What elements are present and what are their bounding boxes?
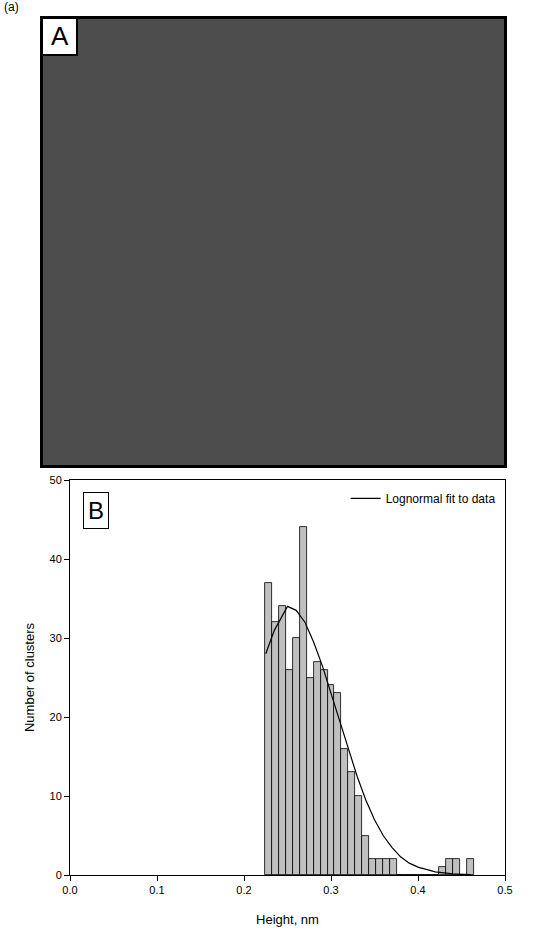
html-text:(a): (a) — [4, 0, 19, 14]
svg-text:0.1: 0.1 — [149, 884, 164, 896]
svg-text:Number of clusters: Number of clusters — [22, 622, 37, 732]
svg-text:0.0: 0.0 — [62, 884, 77, 896]
html-text:A: A — [51, 21, 69, 51]
svg-text:30: 30 — [50, 632, 62, 644]
svg-text:20: 20 — [50, 711, 62, 723]
svg-text:Height, nm: Height, nm — [256, 912, 319, 927]
svg-text:0.3: 0.3 — [323, 884, 338, 896]
svg-text:0.2: 0.2 — [236, 884, 251, 896]
svg-text:40: 40 — [50, 553, 62, 565]
svg-text:B: B — [88, 497, 104, 524]
svg-text:10: 10 — [50, 790, 62, 802]
svg-text:0.4: 0.4 — [410, 884, 425, 896]
svg-text:Lognormal fit to data: Lognormal fit to data — [386, 492, 496, 506]
svg-text:0: 0 — [56, 869, 62, 881]
svg-text:0.5: 0.5 — [497, 884, 512, 896]
svg-text:50: 50 — [50, 474, 62, 486]
